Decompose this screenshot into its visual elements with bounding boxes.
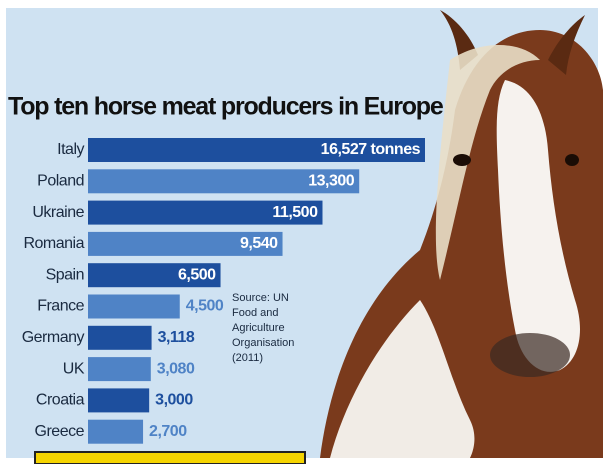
- bar: [88, 420, 143, 444]
- source-line: Source: UN: [232, 292, 289, 304]
- value-label: 13,300: [308, 173, 355, 190]
- bar: [88, 295, 180, 319]
- category-label: Italy: [57, 141, 84, 158]
- category-label: Croatia: [36, 392, 85, 409]
- source-line: Organisation: [232, 337, 294, 349]
- footer-box: [35, 452, 305, 464]
- value-label: 6,500: [178, 266, 216, 283]
- category-label: Greece: [35, 423, 85, 440]
- category-label: Romania: [23, 235, 84, 252]
- category-label: France: [37, 298, 84, 315]
- value-label: 16,527 tonnes: [321, 141, 421, 158]
- source-line: Food and: [232, 307, 278, 319]
- value-label: 11,500: [272, 204, 318, 221]
- source-line: Agriculture: [232, 322, 285, 334]
- value-label: 4,500: [186, 298, 224, 315]
- bar: [88, 326, 152, 350]
- bar: [88, 388, 149, 412]
- value-label: 9,540: [240, 235, 278, 252]
- value-label: 3,000: [155, 392, 193, 409]
- source-line: (2011): [232, 352, 263, 364]
- category-label: Ukraine: [32, 204, 84, 221]
- value-label: 3,080: [157, 360, 195, 377]
- bar: [88, 357, 151, 381]
- value-label: 3,118: [158, 329, 195, 346]
- chart-title: Top ten horse meat producers in Europe: [8, 93, 444, 121]
- infographic: Top ten horse meat producers in Europe S…: [0, 0, 603, 464]
- category-label: UK: [63, 360, 85, 377]
- category-label: Germany: [22, 329, 85, 346]
- value-label: 2,700: [149, 423, 187, 440]
- category-label: Poland: [37, 173, 84, 190]
- category-label: Spain: [46, 266, 84, 283]
